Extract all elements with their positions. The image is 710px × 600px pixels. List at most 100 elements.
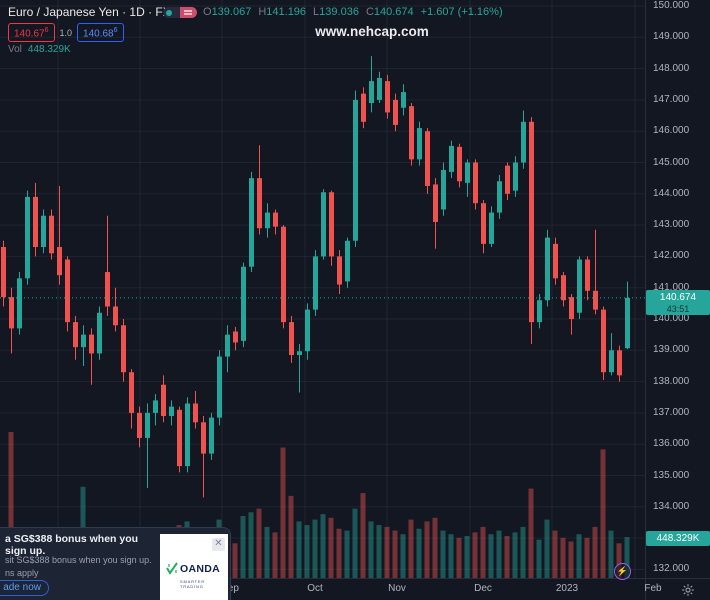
candle-body [569, 297, 574, 319]
candle-body [65, 259, 70, 323]
gear-icon [682, 584, 694, 596]
volume-bar [520, 526, 526, 578]
candle-body [81, 334, 86, 348]
candle-body [233, 331, 238, 343]
candle-body [265, 212, 270, 229]
volume-bar [544, 519, 550, 578]
volume-bar [536, 539, 542, 578]
ad-terms: ns apply [5, 568, 39, 578]
time-axis-label: Oct [307, 583, 323, 594]
volume-bar [240, 515, 246, 578]
candle-body [617, 350, 622, 376]
candle-body [529, 121, 534, 323]
ad-close-icon[interactable]: ✕ [212, 538, 225, 551]
volume-bar [504, 536, 510, 578]
symbol-title[interactable]: Euro / Japanese Yen · 1D · FXCM [8, 5, 190, 19]
candle-body [457, 146, 462, 182]
candle-body [433, 184, 438, 222]
candle-body [297, 351, 302, 355]
volume-bar [264, 526, 270, 578]
candle-body [481, 203, 486, 244]
candle-body [257, 178, 262, 229]
candle-body [465, 162, 470, 183]
volume-bar [456, 537, 462, 578]
price-axis[interactable]: 150.000 149.000 148.000 147.000 146.000 145.0… [645, 0, 710, 578]
candle-body [601, 309, 606, 373]
volume-bar [600, 449, 606, 578]
candle-body [129, 372, 134, 413]
notifications-toggle-icon[interactable] [180, 7, 197, 18]
volume-bar [472, 532, 478, 578]
volume-bar [360, 493, 366, 578]
candle-body [577, 259, 582, 313]
candle-body [25, 196, 30, 279]
volume-label: Vol [8, 44, 22, 55]
axis-settings-gear-button[interactable] [681, 583, 695, 597]
price-axis-label: 140.000 [653, 313, 690, 324]
candle-body [169, 406, 174, 417]
ad-headline: a SG$388 bonus when you sign up. [5, 533, 139, 557]
candle-body [609, 350, 614, 373]
candle-body [33, 196, 38, 248]
volume-bar [568, 541, 574, 578]
candle-body [353, 99, 358, 241]
volume-bar [608, 530, 614, 578]
price-axis-label: 144.000 [653, 187, 690, 199]
volume-bar [592, 526, 598, 578]
candle-body [249, 178, 254, 267]
volume-bar [312, 519, 318, 578]
price-axis-label: 149.000 [653, 31, 690, 43]
volume-bar [424, 521, 430, 578]
ad-trade-now-button[interactable]: ade now [0, 580, 49, 596]
candle-body [41, 215, 46, 248]
candle-body [321, 192, 326, 257]
price-axis-label: 139.000 [653, 344, 690, 356]
symbol-status-toggles[interactable] [163, 7, 197, 18]
volume-bar [352, 508, 358, 578]
ad-brand-panel[interactable]: ✕ OANDA SMARTER TRADING [160, 534, 228, 600]
candle-body [113, 306, 118, 326]
time-axis-label: Dec [474, 583, 492, 594]
volume-bar [400, 534, 406, 578]
volume-bar [304, 525, 310, 578]
volume-indicator-row: Vol 448.329K [8, 44, 71, 55]
price-axis-label: 146.000 [653, 125, 690, 137]
last-price-badge: 140.674 43:51 [646, 290, 710, 315]
candle-body [145, 412, 150, 438]
candle-body [313, 256, 318, 310]
time-axis-label: Nov [388, 583, 406, 594]
volume-bar [408, 519, 414, 578]
oanda-logo: OANDA SMARTER TRADING [166, 560, 224, 589]
candle-body [545, 237, 550, 301]
price-axis-label: 141.000 [653, 281, 690, 293]
candle-body [385, 81, 390, 113]
quick-trade-lightning-button[interactable]: ⚡ [614, 563, 631, 580]
candle-body [9, 297, 14, 329]
volume-bar [496, 530, 502, 578]
candle-body [337, 256, 342, 285]
volume-bar [576, 534, 582, 578]
candle-body [377, 77, 382, 100]
candle-body [305, 309, 310, 352]
candle-body [225, 334, 230, 357]
candle-body [137, 412, 142, 438]
candle-body [161, 384, 166, 417]
volume-bar [464, 536, 470, 578]
buy-button[interactable]: 140.686 [77, 23, 124, 43]
candle-body [409, 106, 414, 160]
candle-body [625, 297, 630, 349]
market-status-toggle-icon[interactable] [163, 7, 180, 18]
candle-body [73, 322, 78, 348]
volume-bar [416, 528, 422, 578]
last-price-value: 140.674 [659, 292, 697, 303]
candle-body [497, 181, 502, 213]
volume-bar [8, 432, 14, 578]
oanda-logo-mark-icon [166, 562, 178, 576]
sell-button[interactable]: 140.676 [8, 23, 55, 43]
price-axis-label: 134.000 [653, 500, 690, 512]
candle-body [49, 215, 54, 254]
volume-bar [280, 447, 286, 578]
volume-bar [344, 530, 350, 578]
ad-subtext: sit SG$388 bonus when you sign up. [5, 555, 152, 565]
